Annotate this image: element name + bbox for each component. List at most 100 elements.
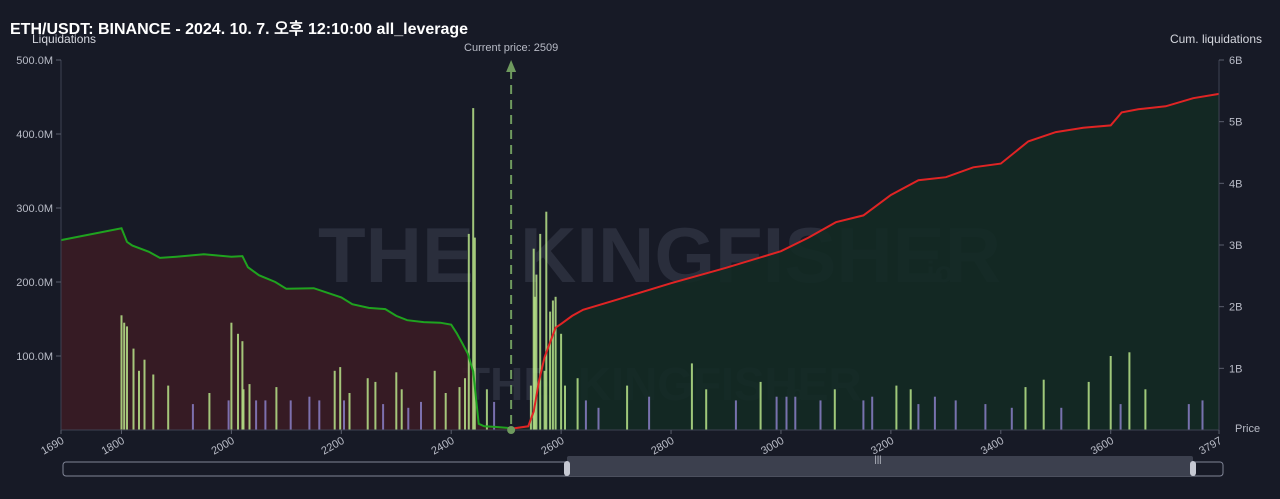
liquidation-bar (597, 407, 600, 430)
liquidation-bar (576, 378, 579, 430)
long_cum-area (61, 228, 512, 430)
liquidation-bar (230, 322, 233, 430)
y-right-tick-label: 5B (1229, 117, 1242, 129)
short_cum-area (511, 93, 1220, 431)
liquidation-bar (584, 400, 587, 430)
x-tick-label: 2400 (429, 435, 456, 458)
liquidation-bar (255, 400, 258, 430)
liquidation-bar (407, 407, 410, 430)
short_cum-line (510, 92, 1220, 430)
liquidation-bar (554, 296, 557, 430)
liquidation-bar (954, 400, 957, 430)
liquidation-bar (759, 381, 762, 430)
watermark-large: THE (318, 211, 474, 299)
range-slider-right-handle[interactable] (1190, 461, 1196, 476)
liquidation-bar (648, 396, 651, 430)
x-tick-label: 3000 (759, 435, 786, 458)
liquidation-bar (543, 370, 546, 430)
liquidation-bar (909, 389, 912, 430)
liquidation-bar (1128, 352, 1131, 430)
liquidation-bar (1201, 400, 1204, 430)
liquidation-bar (138, 370, 140, 430)
liquidation-bar (1144, 389, 1147, 430)
liquidation-bar (382, 404, 385, 430)
liquidation-bar (433, 370, 436, 430)
x-axis-title: Price (1235, 423, 1260, 435)
liquidation-bar (485, 389, 488, 430)
liquidation-bar (933, 396, 936, 430)
liquidation-bar (237, 333, 239, 430)
liquidation-bar (564, 385, 566, 430)
liquidation-bar (333, 370, 336, 430)
liquidation-bar (318, 400, 321, 430)
liquidation-bar (348, 393, 351, 430)
x-tick-label: 3400 (979, 435, 1006, 458)
liquidation-bar (794, 396, 797, 430)
liquidation-bar (1119, 404, 1122, 430)
liquidation-bar (420, 401, 422, 430)
y-left-tick-label: 400.0M (16, 129, 53, 141)
left-axis-title: Liquidations (32, 32, 97, 46)
x-tick-label: 3600 (1089, 435, 1116, 458)
y-right-tick-label: 3B (1229, 240, 1242, 252)
liquidation-bar (690, 363, 693, 430)
liquidation-bar (529, 385, 532, 430)
liquidation-bar (308, 396, 311, 430)
liquidation-bar (539, 233, 542, 430)
y-left-tick-label: 500.0M (16, 55, 53, 67)
liquidation-bar (871, 396, 874, 430)
range-slider-grip-icon[interactable]: ||| (874, 454, 881, 464)
liquidation-bar (464, 378, 466, 430)
liquidation-bar (917, 404, 920, 430)
range-slider-left-handle[interactable] (564, 461, 570, 476)
liquidation-bar (819, 400, 822, 430)
x-tick-label: 3200 (869, 435, 896, 458)
liquidation-bar (126, 326, 128, 430)
liquidation-bar (1042, 379, 1045, 430)
liquidation-bar (339, 367, 342, 430)
liquidation-bar (705, 389, 708, 430)
x-tick-label: 3797 (1197, 435, 1224, 458)
x-tick-label: 2800 (649, 435, 676, 458)
liquidation-bar (560, 333, 563, 430)
liquidation-bar (191, 404, 194, 430)
liquidation-bar (467, 233, 470, 430)
liquidation-bar (395, 372, 398, 430)
liquidation-bar (1010, 407, 1013, 430)
y-right-tick-label: 1B (1229, 363, 1242, 375)
long_cum-line (60, 227, 512, 430)
liquidation-bar (152, 374, 155, 430)
liquidation-bar (775, 396, 778, 430)
liquidation-bar (241, 341, 244, 430)
liquidation-bar (533, 296, 536, 430)
liquidation-bar (289, 400, 292, 430)
liquidation-bar (248, 384, 251, 430)
liquidation-bar (984, 404, 987, 430)
liquidation-bar (227, 400, 230, 430)
x-tick-label: 2200 (319, 435, 346, 458)
liquidation-bar (551, 300, 554, 430)
y-left-tick-label: 300.0M (16, 203, 53, 215)
liquidation-bar (532, 248, 535, 430)
liquidation-bar (242, 389, 245, 430)
right-axis-title: Cum. liquidations (1169, 32, 1262, 46)
x-tick-label: 2600 (539, 435, 566, 458)
liquidation-bar (120, 315, 123, 430)
liquidation-bar (374, 381, 377, 430)
liquidation-bar (545, 211, 548, 430)
liquidation-bar (472, 108, 475, 430)
liquidation-bar (1109, 356, 1112, 430)
liquidation-bar (400, 389, 403, 430)
y-right-tick-label: 4B (1229, 178, 1242, 190)
liquidation-bar (626, 385, 629, 430)
current-price-dot (507, 426, 516, 434)
y-right-tick-label: 2B (1229, 302, 1242, 314)
liquidation-bar (473, 237, 476, 430)
range-slider-selection[interactable] (567, 456, 1193, 476)
y-right-tick-label: 6B (1229, 55, 1242, 67)
liquidation-bar (1060, 407, 1063, 430)
liquidation-bar (549, 311, 552, 430)
liquidation-bar (366, 378, 369, 430)
liquidation-bar (493, 401, 496, 430)
